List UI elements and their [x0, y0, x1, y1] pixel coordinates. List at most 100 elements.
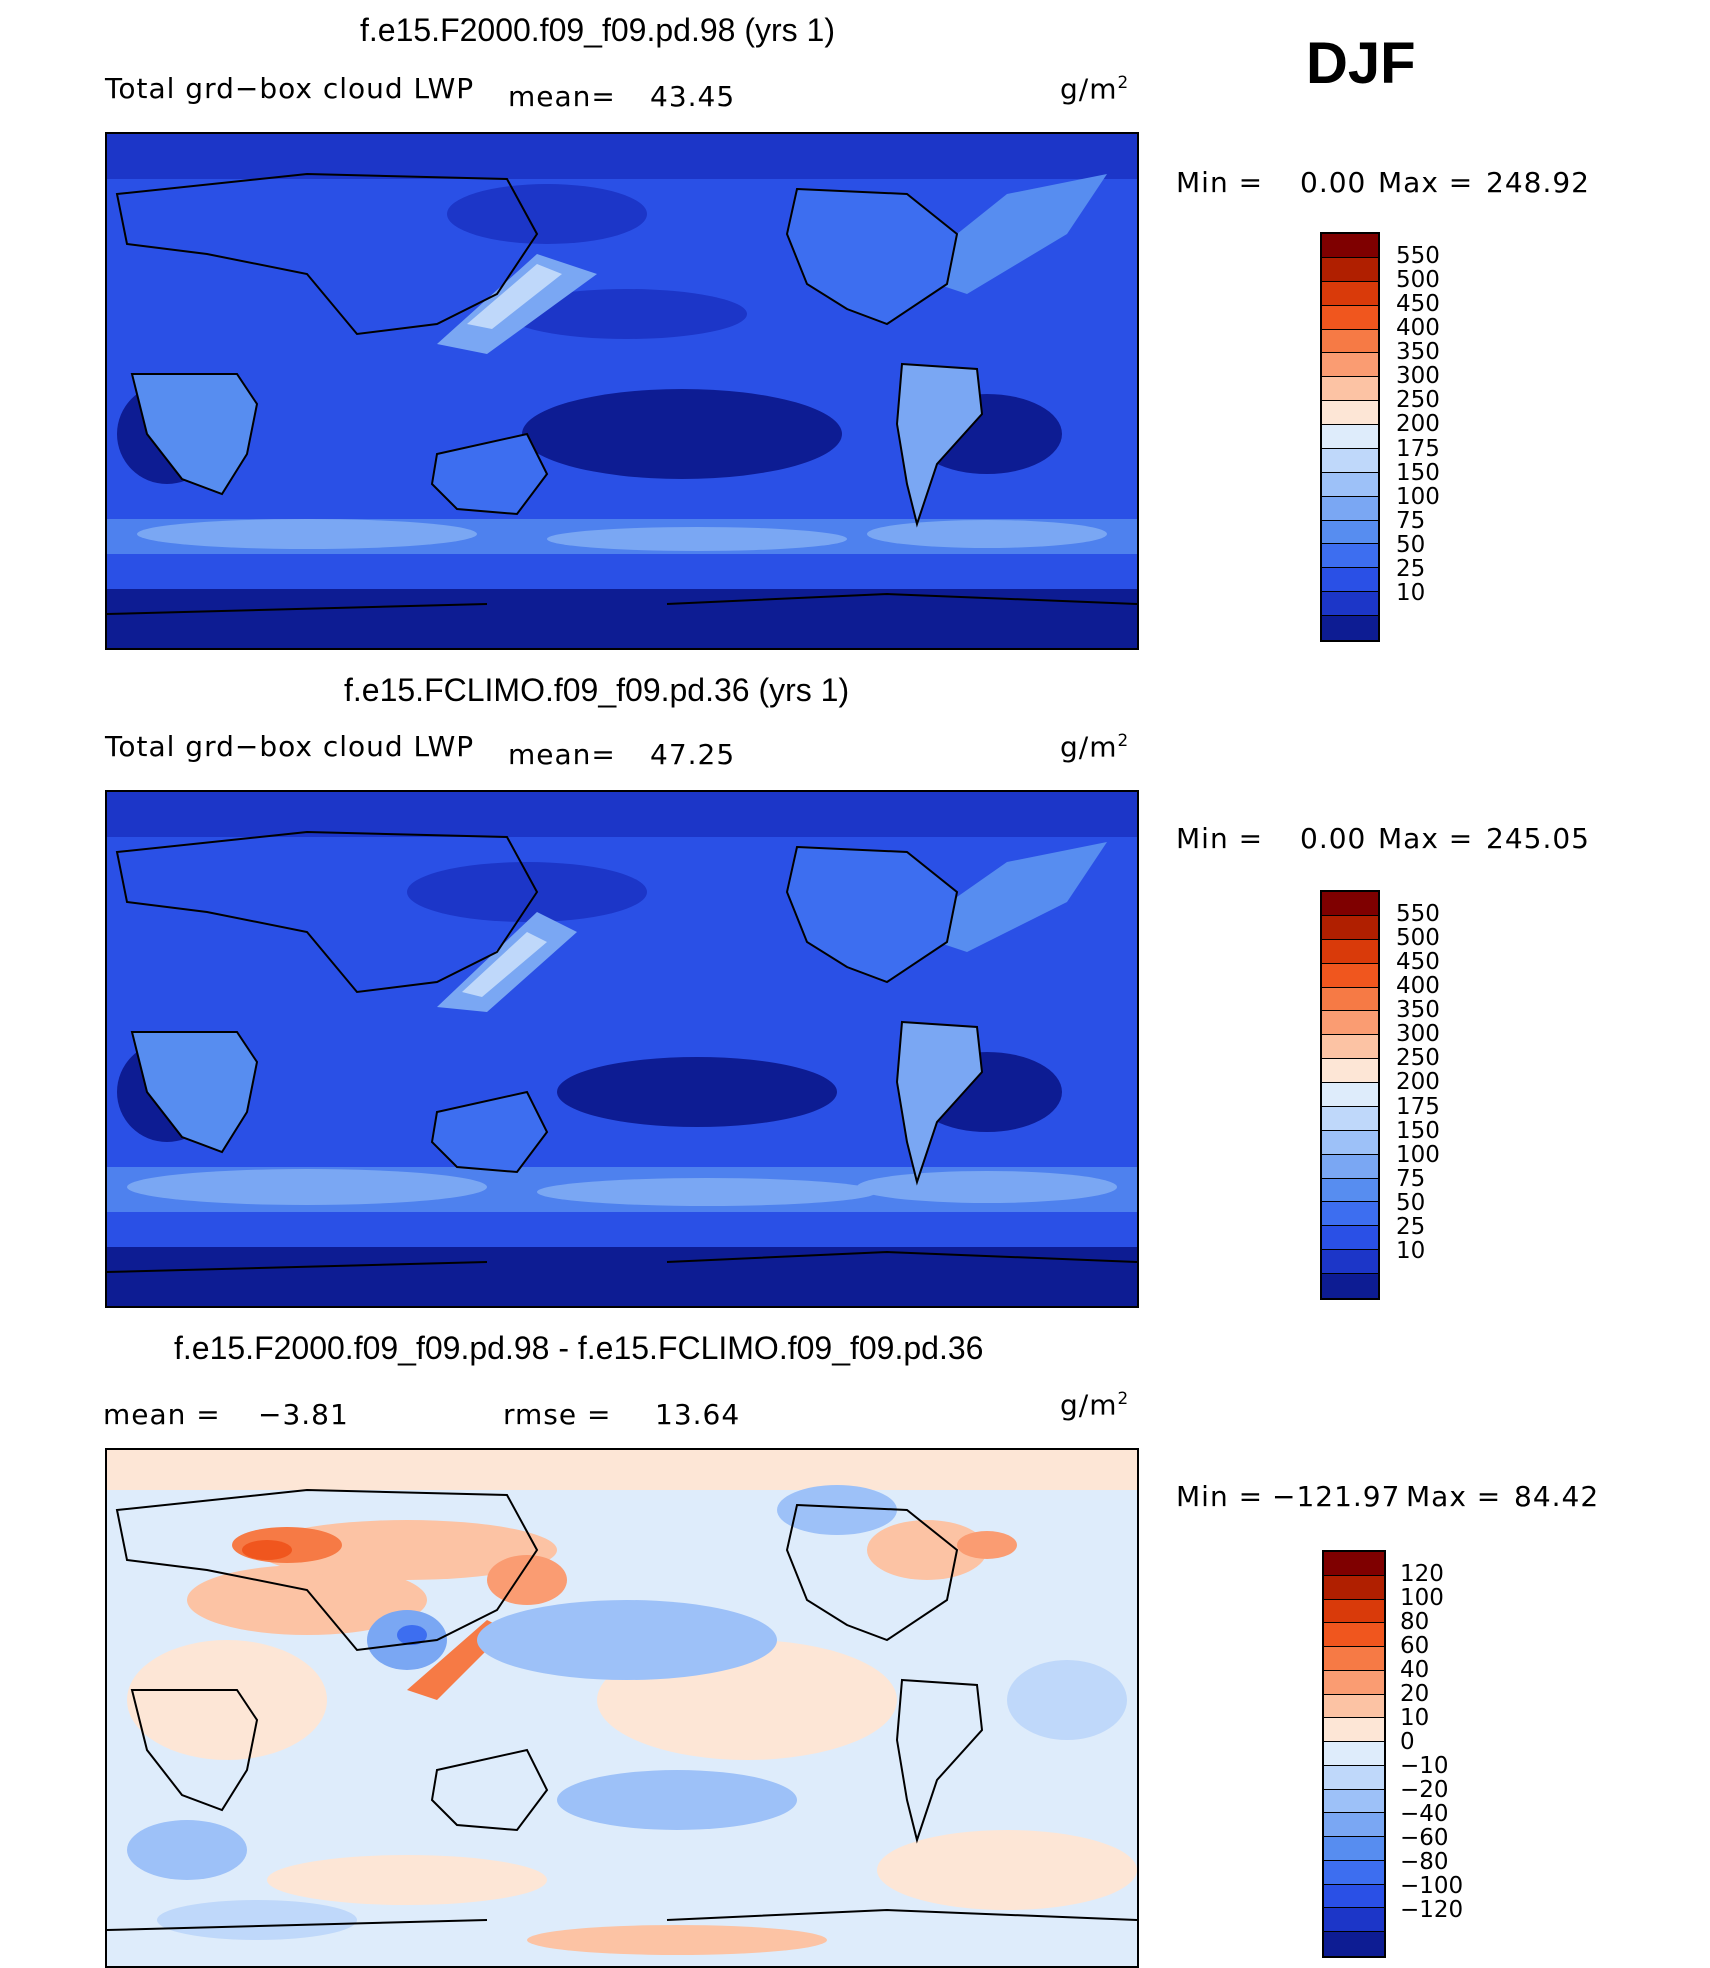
colorbar-swatch	[1324, 1670, 1384, 1695]
colorbar-swatch	[1322, 448, 1378, 473]
panel2-mean-value: 47.25	[650, 738, 736, 771]
colorbar-tick-label: −100	[1400, 1872, 1464, 1899]
colorbar-swatch	[1322, 520, 1378, 545]
colorbar-swatch	[1322, 377, 1378, 402]
colorbar-swatch	[1322, 472, 1378, 497]
colorbar-swatch	[1322, 616, 1378, 640]
colorbar-tick-label: 450	[1396, 290, 1440, 317]
colorbar-swatch	[1324, 1599, 1384, 1624]
colorbar-tick-label: 75	[1396, 1165, 1426, 1192]
colorbar-swatch	[1322, 963, 1378, 988]
colorbar-swatch	[1322, 568, 1378, 593]
colorbar-swatch	[1322, 939, 1378, 964]
panel3-mean-value: −3.81	[258, 1398, 349, 1431]
colorbar-swatch	[1324, 1765, 1384, 1790]
panel1-colorbar	[1320, 232, 1380, 642]
colorbar-swatch	[1324, 1908, 1384, 1933]
colorbar-swatch	[1322, 1059, 1378, 1084]
panel3-title: f.e15.F2000.f09_f09.pd.98 - f.e15.FCLIMO…	[174, 1330, 984, 1366]
colorbar-tick-label: 200	[1396, 1069, 1440, 1096]
colorbar-swatch	[1324, 1575, 1384, 1600]
colorbar-tick-label: −80	[1400, 1848, 1449, 1875]
panel1-map	[105, 132, 1139, 650]
colorbar-tick-label: −40	[1400, 1800, 1449, 1827]
colorbar-swatch	[1322, 305, 1378, 330]
colorbar-tick-label: 400	[1396, 972, 1440, 999]
colorbar-swatch	[1322, 257, 1378, 282]
colorbar-tick-label: 75	[1396, 507, 1426, 534]
panel3-min-value: −121.97	[1272, 1480, 1401, 1513]
panel2-colorbar	[1320, 890, 1380, 1300]
panel3-rmse-value: 13.64	[655, 1398, 741, 1431]
panel1-units: g/m2	[1060, 72, 1130, 106]
colorbar-tick-label: 100	[1400, 1584, 1444, 1611]
panel2-colorbar-ticks: 550 500 450 400 350 300 250 200 175 150 100 75 50 25 1…	[1396, 890, 1476, 1300]
colorbar-swatch	[1322, 1226, 1378, 1251]
colorbar-tick-label: 50	[1396, 1190, 1426, 1217]
colorbar-tick-label: 500	[1396, 924, 1440, 951]
colorbar-swatch	[1322, 425, 1378, 449]
colorbar-tick-label: −120	[1400, 1896, 1464, 1923]
colorbar-swatch	[1324, 1932, 1384, 1956]
colorbar-swatch	[1322, 1178, 1378, 1203]
colorbar-swatch	[1322, 329, 1378, 354]
colorbar-tick-label: 20	[1400, 1680, 1430, 1707]
colorbar-swatch	[1324, 1623, 1384, 1648]
colorbar-swatch	[1322, 353, 1378, 378]
colorbar-swatch	[1322, 1274, 1378, 1298]
colorbar-tick-label: 0	[1400, 1728, 1415, 1755]
panel2-min-value: 0.00	[1300, 822, 1367, 855]
colorbar-tick-label: 500	[1396, 266, 1440, 293]
colorbar-tick-label: −20	[1400, 1776, 1449, 1803]
colorbar-tick-label: 250	[1396, 387, 1440, 414]
colorbar-swatch	[1322, 1106, 1378, 1131]
colorbar-tick-label: 10	[1396, 1238, 1426, 1265]
season-label: DJF	[1306, 31, 1416, 96]
panel3-min-label: Min =	[1176, 1480, 1264, 1513]
panel2-min-label: Min =	[1176, 822, 1264, 855]
colorbar-swatch	[1324, 1694, 1384, 1719]
colorbar-swatch	[1322, 987, 1378, 1012]
colorbar-swatch	[1324, 1884, 1384, 1909]
panel3-rmse-label: rmse =	[503, 1398, 612, 1431]
colorbar-tick-label: 60	[1400, 1632, 1430, 1659]
panel1-max-value: 248.92	[1486, 166, 1590, 199]
panel1-min-value: 0.00	[1300, 166, 1367, 199]
colorbar-swatch	[1324, 1837, 1384, 1861]
colorbar-swatch	[1324, 1552, 1384, 1576]
panel3-mean-label: mean =	[103, 1398, 221, 1431]
colorbar-swatch	[1322, 544, 1378, 569]
colorbar-tick-label: 450	[1396, 948, 1440, 975]
panel3-colorbar	[1322, 1550, 1386, 1958]
colorbar-tick-label: 40	[1400, 1656, 1430, 1683]
colorbar-swatch	[1322, 281, 1378, 306]
colorbar-swatch	[1322, 1011, 1378, 1036]
panel2-mean-label: mean=	[508, 738, 616, 771]
colorbar-swatch	[1322, 496, 1378, 521]
panel1-title: f.e15.F2000.f09_f09.pd.98 (yrs 1)	[360, 12, 835, 48]
colorbar-swatch	[1322, 592, 1378, 617]
panel3-max-value: 84.42	[1514, 1480, 1600, 1513]
colorbar-swatch	[1322, 234, 1378, 258]
colorbar-tick-label: 400	[1396, 314, 1440, 341]
colorbar-tick-label: 300	[1396, 363, 1440, 390]
colorbar-tick-label: 100	[1396, 483, 1440, 510]
panel3-map	[105, 1448, 1139, 1968]
colorbar-tick-label: 150	[1396, 459, 1440, 486]
panel1-colorbar-ticks: 550 500 450 400 350 300 250 200 175 150 100 75 50 25 1…	[1396, 232, 1476, 642]
panel2-title: f.e15.FCLIMO.f09_f09.pd.36 (yrs 1)	[344, 672, 850, 708]
colorbar-swatch	[1322, 401, 1378, 426]
colorbar-tick-label: 10	[1400, 1704, 1430, 1731]
colorbar-tick-label: −60	[1400, 1824, 1449, 1851]
colorbar-tick-label: 10	[1396, 580, 1426, 607]
panel1-min-label: Min =	[1176, 166, 1264, 199]
colorbar-tick-label: 200	[1396, 411, 1440, 438]
colorbar-swatch	[1322, 1202, 1378, 1227]
colorbar-tick-label: 550	[1396, 242, 1440, 269]
panel2-max-label: Max =	[1378, 822, 1474, 855]
panel3-colorbar-ticks: 120 100 80 60 40 20 10 0 −10 −20 −40 −60 −80 −100 −120	[1400, 1550, 1510, 1958]
colorbar-swatch	[1322, 915, 1378, 940]
colorbar-tick-label: 350	[1396, 997, 1440, 1024]
colorbar-tick-label: 25	[1396, 556, 1426, 583]
panel1-mean-label: mean=	[508, 80, 616, 113]
